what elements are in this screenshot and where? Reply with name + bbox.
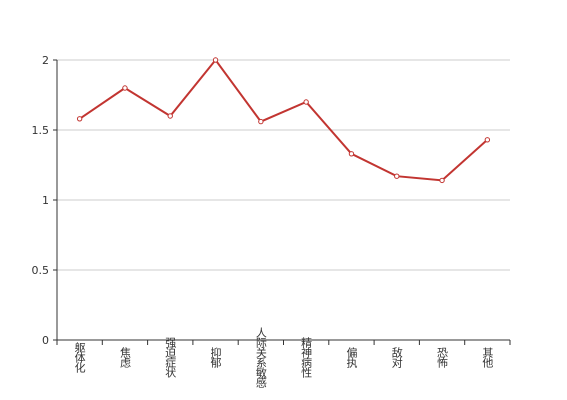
y-tick-label: 1 <box>42 194 49 207</box>
x-tick-label: 精神病性 <box>300 337 313 379</box>
y-tick-label: 0.5 <box>32 264 50 277</box>
x-tick-label: 人际关系敏感 <box>254 327 267 388</box>
x-tick-label: 焦虑 <box>118 347 131 368</box>
point <box>122 85 128 91</box>
point <box>348 151 355 157</box>
point <box>439 177 445 184</box>
point <box>212 57 219 63</box>
x-tick-label: 抑郁 <box>209 346 222 368</box>
y-tick-label: 1.5 <box>32 124 50 137</box>
x-tick-label: 敌对 <box>390 346 403 368</box>
y-tick-label: 2 <box>42 54 49 67</box>
x-tick-label: 躯体化 <box>73 342 86 374</box>
x-tick-label: 恐怖 <box>436 347 449 368</box>
point <box>484 137 491 143</box>
point <box>258 118 264 125</box>
x-tick-label: 强迫症状 <box>164 337 177 378</box>
x-tick-label: 其他 <box>481 347 494 368</box>
point <box>167 113 173 119</box>
y-tick-label: 0 <box>42 334 49 347</box>
point <box>76 116 83 122</box>
x-tick-label: 偏执 <box>345 346 358 369</box>
point <box>394 173 400 179</box>
point <box>303 99 309 105</box>
line <box>79 58 489 182</box>
